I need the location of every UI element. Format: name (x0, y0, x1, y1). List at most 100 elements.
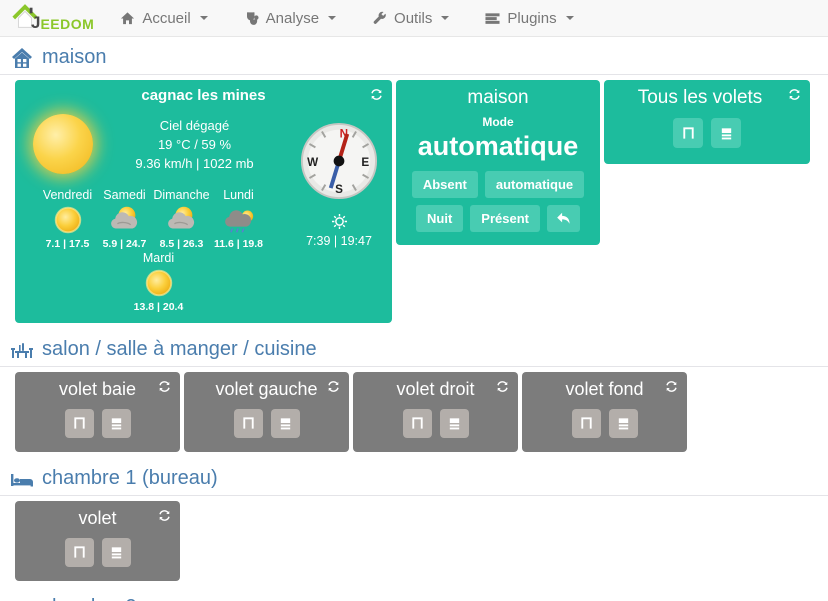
sunrise-sunset-times: 7:39 | 19:47 (306, 234, 372, 248)
refresh-icon[interactable] (788, 88, 801, 101)
nav-label: Accueil (142, 9, 191, 27)
chambre1-widgets-row: volet (0, 496, 828, 587)
shutter-open-icon[interactable] (571, 409, 601, 438)
widget-title: volet fond (565, 379, 644, 399)
forecast-day: Lundi 11.6 | 19.8 (210, 188, 267, 250)
house-icon (12, 47, 32, 68)
mode-button-automatique[interactable]: automatique (484, 171, 585, 198)
weather-temp-humidity: 19 °C / 59 % (157, 136, 232, 152)
weather-condition: Ciel dégagé (159, 117, 230, 133)
nav-item-accueil[interactable]: Accueil (120, 9, 208, 27)
svg-text:N: N (340, 128, 348, 141)
nav-label: Analyse (265, 9, 320, 27)
all-shutters-widget: Tous les volets (604, 80, 810, 164)
refresh-icon[interactable] (327, 380, 340, 393)
section-header-salon: salon / salle à manger / cuisine (0, 329, 828, 367)
shutter-open-icon[interactable] (64, 409, 94, 438)
weather-current: Ciel dégagé 19 °C / 59 % 9.36 km/h | 102… (25, 106, 292, 182)
shutter-closed-icon[interactable] (608, 409, 638, 438)
forecast-day: Mardi 13.8 | 20.4 (130, 251, 187, 313)
list-icon (485, 12, 500, 24)
mode-button-present[interactable]: Présent (470, 205, 540, 232)
weather-wind-pressure: 9.36 km/h | 1022 mb (135, 155, 254, 171)
nav-menu: Accueil Analyse Outils Plugins (120, 9, 574, 27)
nav-label: Plugins (507, 9, 557, 27)
mode-widget: maison Mode automatique Absent automatiq… (396, 80, 600, 245)
section-title: salon / salle à manger / cuisine (42, 338, 317, 360)
wrench-icon (373, 11, 386, 24)
section-chambre1: chambre 1 (bureau) volet (0, 458, 828, 587)
rain-cloud-icon (210, 202, 267, 238)
nav-label: Outils (394, 9, 433, 27)
shutter-open-icon[interactable] (673, 118, 703, 148)
nav-item-analyse[interactable]: Analyse (244, 9, 337, 27)
section-title: chambre 1 (bureau) (42, 467, 218, 489)
volet-baie-widget: volet baie (15, 372, 180, 452)
forecast-row: Vendredi 7.1 | 17.5 Samedi 5.9 | 24.7 (39, 188, 292, 250)
widget-title: volet gauche (215, 379, 318, 399)
sun-cloud-icon (96, 202, 153, 238)
section-header-chambre2: chambre 2 (0, 587, 828, 601)
sun-icon (130, 265, 187, 301)
refresh-icon[interactable] (665, 380, 678, 393)
svg-text:E: E (361, 156, 369, 169)
refresh-icon[interactable] (496, 380, 509, 393)
forecast-day: Dimanche 8.5 | 26.3 (153, 188, 210, 250)
svg-text:W: W (307, 156, 319, 169)
section-header-chambre1: chambre 1 (bureau) (0, 458, 828, 496)
refresh-icon[interactable] (158, 509, 171, 522)
volet-widget: volet (15, 501, 180, 581)
mode-widget-title: maison (467, 87, 529, 108)
svg-text:S: S (335, 183, 343, 196)
chevron-down-icon (328, 16, 337, 20)
sunrise-sunset-icon (292, 212, 386, 231)
chevron-down-icon (565, 16, 574, 20)
shutter-closed-icon[interactable] (101, 409, 131, 438)
section-salon: salon / salle à manger / cuisine volet b… (0, 329, 828, 458)
sun-icon (39, 202, 96, 238)
salon-widgets-row: volet baie volet gauche volet droit (0, 367, 828, 458)
chevron-down-icon (441, 16, 450, 20)
shutter-closed-icon[interactable] (439, 409, 469, 438)
sun-cloud-icon (153, 202, 210, 238)
widget-title: Tous les volets (637, 87, 763, 108)
maison-widgets-row: cagnac les mines Ciel dégagé 19 °C / 59 … (0, 75, 828, 329)
section-title: maison (42, 46, 107, 68)
shutter-closed-icon[interactable] (101, 538, 131, 567)
undo-icon[interactable] (546, 205, 580, 232)
navbar: J EEDOM Accueil Analyse Outils P (0, 0, 828, 37)
widget-title: volet (78, 508, 117, 528)
jeedom-logo[interactable]: J EEDOM (10, 3, 94, 33)
nav-item-outils[interactable]: Outils (372, 9, 450, 27)
section-chambre2: chambre 2 volet (0, 587, 828, 601)
widget-title: volet baie (58, 379, 137, 399)
section-maison: maison cagnac les mines Ciel dégagé 19 °… (0, 37, 828, 329)
shutter-open-icon[interactable] (402, 409, 432, 438)
forecast-day: Vendredi 7.1 | 17.5 (39, 188, 96, 250)
forecast-day: Samedi 5.9 | 24.7 (96, 188, 153, 250)
mode-button-absent[interactable]: Absent (411, 171, 478, 198)
mode-button-nuit[interactable]: Nuit (416, 205, 464, 232)
refresh-icon[interactable] (370, 88, 383, 101)
shutter-closed-icon[interactable] (711, 118, 741, 148)
weather-widget: cagnac les mines Ciel dégagé 19 °C / 59 … (15, 80, 392, 323)
bed-icon (10, 597, 34, 601)
shutter-open-icon[interactable] (64, 538, 94, 567)
refresh-icon[interactable] (158, 380, 171, 393)
brand-name: EEDOM (40, 16, 95, 32)
chevron-down-icon (199, 16, 208, 20)
mode-current-value: automatique (417, 131, 579, 161)
weather-location: cagnac les mines (141, 87, 266, 104)
section-title: chambre 2 (42, 596, 137, 601)
volet-gauche-widget: volet gauche (184, 372, 349, 452)
shutter-open-icon[interactable] (233, 409, 263, 438)
stethoscope-icon (246, 11, 259, 25)
sun-icon (33, 114, 93, 174)
dining-table-icon (11, 342, 33, 358)
brand-letter: J (31, 13, 41, 32)
nav-item-plugins[interactable]: Plugins (485, 9, 574, 27)
section-header-maison: maison (0, 37, 828, 75)
shutter-closed-icon[interactable] (270, 409, 300, 438)
widget-title: volet droit (396, 379, 475, 399)
bed-icon (11, 473, 33, 486)
